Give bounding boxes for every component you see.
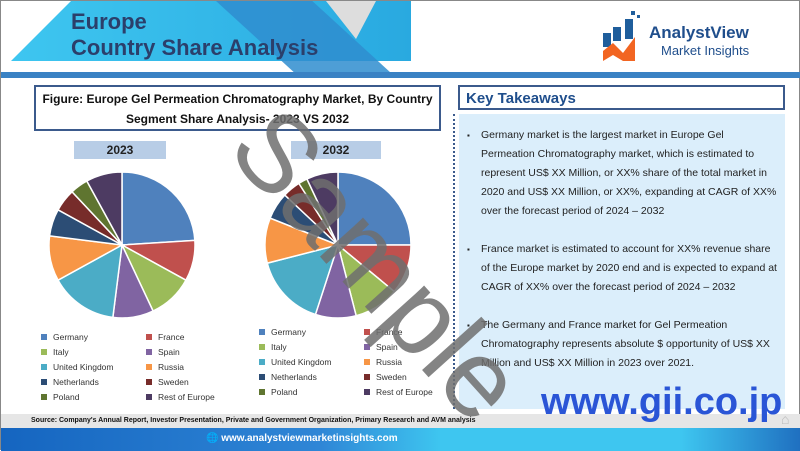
legend-item: Netherlands bbox=[259, 372, 364, 382]
page-title: Europe Country Share Analysis bbox=[71, 9, 318, 61]
legend-label: France bbox=[376, 327, 403, 337]
legend-item: France bbox=[364, 327, 444, 337]
legend-swatch bbox=[41, 394, 47, 400]
pie-chart-2032 bbox=[264, 171, 412, 319]
logo: AnalystView Market Insights bbox=[601, 11, 781, 63]
legend-label: Spain bbox=[376, 342, 398, 352]
legend-item: Spain bbox=[364, 342, 444, 352]
legend-item: Poland bbox=[259, 387, 364, 397]
legend-item: France bbox=[146, 332, 226, 342]
pie-slice-germany bbox=[121, 171, 196, 246]
takeaway-item: France market is estimated to account fo… bbox=[467, 240, 777, 297]
legend-swatch bbox=[259, 389, 265, 395]
pie-slice-united-kingdom bbox=[266, 243, 340, 316]
legend-swatch bbox=[259, 359, 265, 365]
legend-item: Rest of Europe bbox=[146, 392, 226, 402]
legend-item: Germany bbox=[259, 327, 364, 337]
legend-item: Sweden bbox=[364, 372, 444, 382]
globe-icon: 🌐 bbox=[206, 433, 219, 444]
legend-label: Netherlands bbox=[271, 372, 317, 382]
legend-label: Netherlands bbox=[53, 377, 99, 387]
footer: 🌐 www.analystviewmarketinsights.com bbox=[1, 428, 800, 451]
legend-swatch bbox=[41, 379, 47, 385]
legend-label: Sweden bbox=[376, 372, 407, 382]
legend-item: Spain bbox=[146, 347, 226, 357]
header-divider bbox=[1, 72, 800, 78]
legend-swatch bbox=[146, 379, 152, 385]
takeaway-item: The Germany and France market for Gel Pe… bbox=[467, 316, 777, 373]
figure-title: Figure: Europe Gel Permeation Chromatogr… bbox=[34, 85, 441, 131]
legend-label: United Kingdom bbox=[271, 357, 332, 367]
footer-url-text: www.analystviewmarketinsights.com bbox=[221, 433, 398, 444]
legend-swatch bbox=[146, 349, 152, 355]
source-note: Source: Company's Annual Report, Investo… bbox=[1, 414, 800, 428]
legend-item: Italy bbox=[259, 342, 364, 352]
takeaway-item: Germany market is the largest market in … bbox=[467, 126, 777, 221]
legend-item: Russia bbox=[364, 357, 444, 367]
legend-swatch bbox=[41, 334, 47, 340]
legend-swatch bbox=[364, 344, 370, 350]
legend-label: Spain bbox=[158, 347, 180, 357]
legend-item: Rest of Europe bbox=[364, 387, 444, 397]
logo-chart-icon bbox=[603, 11, 640, 61]
footer-url[interactable]: 🌐 www.analystviewmarketinsights.com bbox=[206, 433, 398, 444]
legend-item: Sweden bbox=[146, 377, 226, 387]
legend-item: Italy bbox=[41, 347, 146, 357]
legend-swatch bbox=[259, 374, 265, 380]
legend-label: Rest of Europe bbox=[158, 392, 215, 402]
pie-slice-rest-of-europe bbox=[85, 171, 123, 246]
legend-swatch bbox=[41, 364, 47, 370]
legend-label: Russia bbox=[158, 362, 184, 372]
pie-chart-2023 bbox=[48, 171, 196, 319]
legend-label: Rest of Europe bbox=[376, 387, 433, 397]
legend-swatch bbox=[41, 349, 47, 355]
legend-item: Germany bbox=[41, 332, 146, 342]
legend-swatch bbox=[364, 359, 370, 365]
legend-label: Italy bbox=[271, 342, 287, 352]
legend-2023: Germany France Italy Spain United Kingdom Rus… bbox=[41, 332, 226, 402]
title-line-1: Europe bbox=[71, 9, 147, 34]
pie-slice-germany bbox=[337, 171, 412, 246]
legend-label: United Kingdom bbox=[53, 362, 114, 372]
legend-label: Poland bbox=[53, 392, 80, 402]
legend-swatch bbox=[259, 329, 265, 335]
key-takeaways-panel: Germany market is the largest market in … bbox=[459, 114, 785, 409]
logo-name: AnalystView bbox=[649, 23, 749, 42]
pie-slice-united-kingdom bbox=[57, 243, 123, 319]
legend-label: Italy bbox=[53, 347, 69, 357]
legend-item: Russia bbox=[146, 362, 226, 372]
legend-label: Poland bbox=[271, 387, 298, 397]
legend-swatch bbox=[259, 344, 265, 350]
legend-swatch bbox=[364, 374, 370, 380]
year-label-2023: 2023 bbox=[74, 141, 166, 159]
year-label-2032: 2032 bbox=[291, 141, 381, 159]
legend-2032: Germany France Italy Spain United Kingdom Rus… bbox=[259, 327, 444, 397]
legend-label: Russia bbox=[376, 357, 402, 367]
legend-swatch bbox=[146, 364, 152, 370]
legend-item: Netherlands bbox=[41, 377, 146, 387]
divider bbox=[453, 114, 455, 409]
legend-label: Sweden bbox=[158, 377, 189, 387]
legend-swatch bbox=[146, 394, 152, 400]
legend-item: Poland bbox=[41, 392, 146, 402]
key-takeaways-title: Key Takeaways bbox=[458, 85, 785, 110]
legend-item: United Kingdom bbox=[41, 362, 146, 372]
legend-label: France bbox=[158, 332, 185, 342]
title-line-2: Country Share Analysis bbox=[71, 35, 319, 60]
home-icon[interactable]: ⌂ bbox=[781, 411, 790, 427]
legend-label: Germany bbox=[271, 327, 306, 337]
legend-label: Germany bbox=[53, 332, 88, 342]
pie-slice-rest-of-europe bbox=[305, 171, 339, 246]
logo-subtitle: Market Insights bbox=[661, 43, 750, 58]
legend-swatch bbox=[364, 389, 370, 395]
legend-item: United Kingdom bbox=[259, 357, 364, 367]
legend-swatch bbox=[146, 334, 152, 340]
legend-swatch bbox=[364, 329, 370, 335]
